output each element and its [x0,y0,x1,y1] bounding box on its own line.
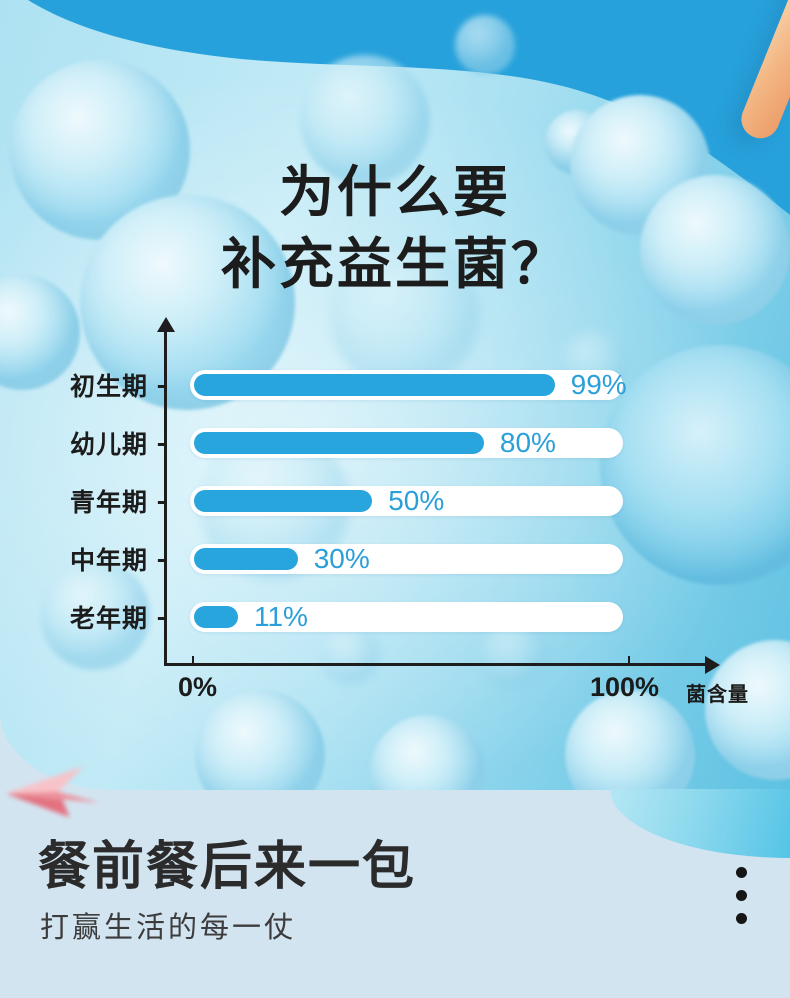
bacteria-sphere [370,715,485,790]
x-axis-title: 菌含量 [686,684,749,706]
x-tick-label-0: 0% [178,672,218,702]
bacteria-sphere [300,55,430,185]
bar-fill [194,548,298,570]
bar-track: 50% [190,486,623,516]
bacteria-sphere [565,690,695,790]
bar-row: 初生期 - 99% [38,370,752,402]
hero-section: 为什么要 补充益生菌？ 0% 100% 菌含量 初生期 - 99% 幼儿期 - … [0,0,790,790]
category-label: 初生期 [69,373,148,401]
footer-subtitle: 打赢生活的每一仗 [40,912,297,944]
bar-track: 11% [190,602,623,632]
bar-row: 青年期 - 50% [38,486,752,517]
bar-track: 99% [190,370,627,400]
bar-fill [194,432,484,454]
category-label: 青年期 [69,489,148,517]
bar-track: 80% [190,428,623,458]
x-axis-arrow-icon [705,656,720,674]
title-line-1: 为什么要 [278,161,511,223]
category-label: 中年期 [69,547,148,575]
bar-fill [194,374,555,396]
bar-row: 中年期 - 30% [38,544,752,575]
paper-plane-icon [5,766,101,818]
top-wave-band [28,0,790,215]
dot [736,890,747,901]
x-tick-0 [192,656,194,664]
hero-corner-curve [610,789,790,858]
axis-dash: - [156,602,166,631]
axis-dash: - [156,370,166,399]
axis-dash: - [156,486,166,515]
bar-fill [194,606,238,628]
category-label: 老年期 [69,605,148,633]
value-label: 99% [570,369,627,400]
bacteria-sphere [640,175,790,325]
value-label: 30% [313,543,370,574]
bacteria-sphere [195,690,325,790]
bar-row: 幼儿期 - 80% [38,428,752,459]
axis-dash: - [156,544,166,573]
x-tick-label-100: 100% [590,672,660,702]
footer-headline: 餐前餐后来一包 [38,838,417,896]
page-title: 为什么要 补充益生菌？ [0,156,790,300]
category-label: 幼儿期 [69,431,148,459]
bacteria-sphere [600,345,790,585]
dot [736,913,747,924]
x-axis [164,663,708,666]
x-tick-100 [628,656,630,664]
bacteria-sphere [455,15,515,75]
value-label: 80% [499,427,556,458]
ellipsis-dots-icon [736,867,747,936]
bacteria-sphere [330,240,480,390]
dot [736,867,747,878]
value-label: 50% [388,485,445,516]
bar-fill [194,490,373,512]
y-axis [164,331,167,666]
bar-track: 30% [190,544,623,574]
chart-rows: 初生期 - 99% 幼儿期 - 80% 青年期 - 50% 中年期 - 30% … [38,370,752,660]
bacteria-sphere [40,560,150,670]
title-line-2: 补充益生菌？ [220,233,569,295]
axis-dash: - [156,428,166,457]
bar-row: 老年期 - 11% [38,602,752,633]
value-label: 11% [253,601,308,632]
y-axis-arrow-icon [157,317,175,332]
bacteria-sphere [320,625,380,685]
